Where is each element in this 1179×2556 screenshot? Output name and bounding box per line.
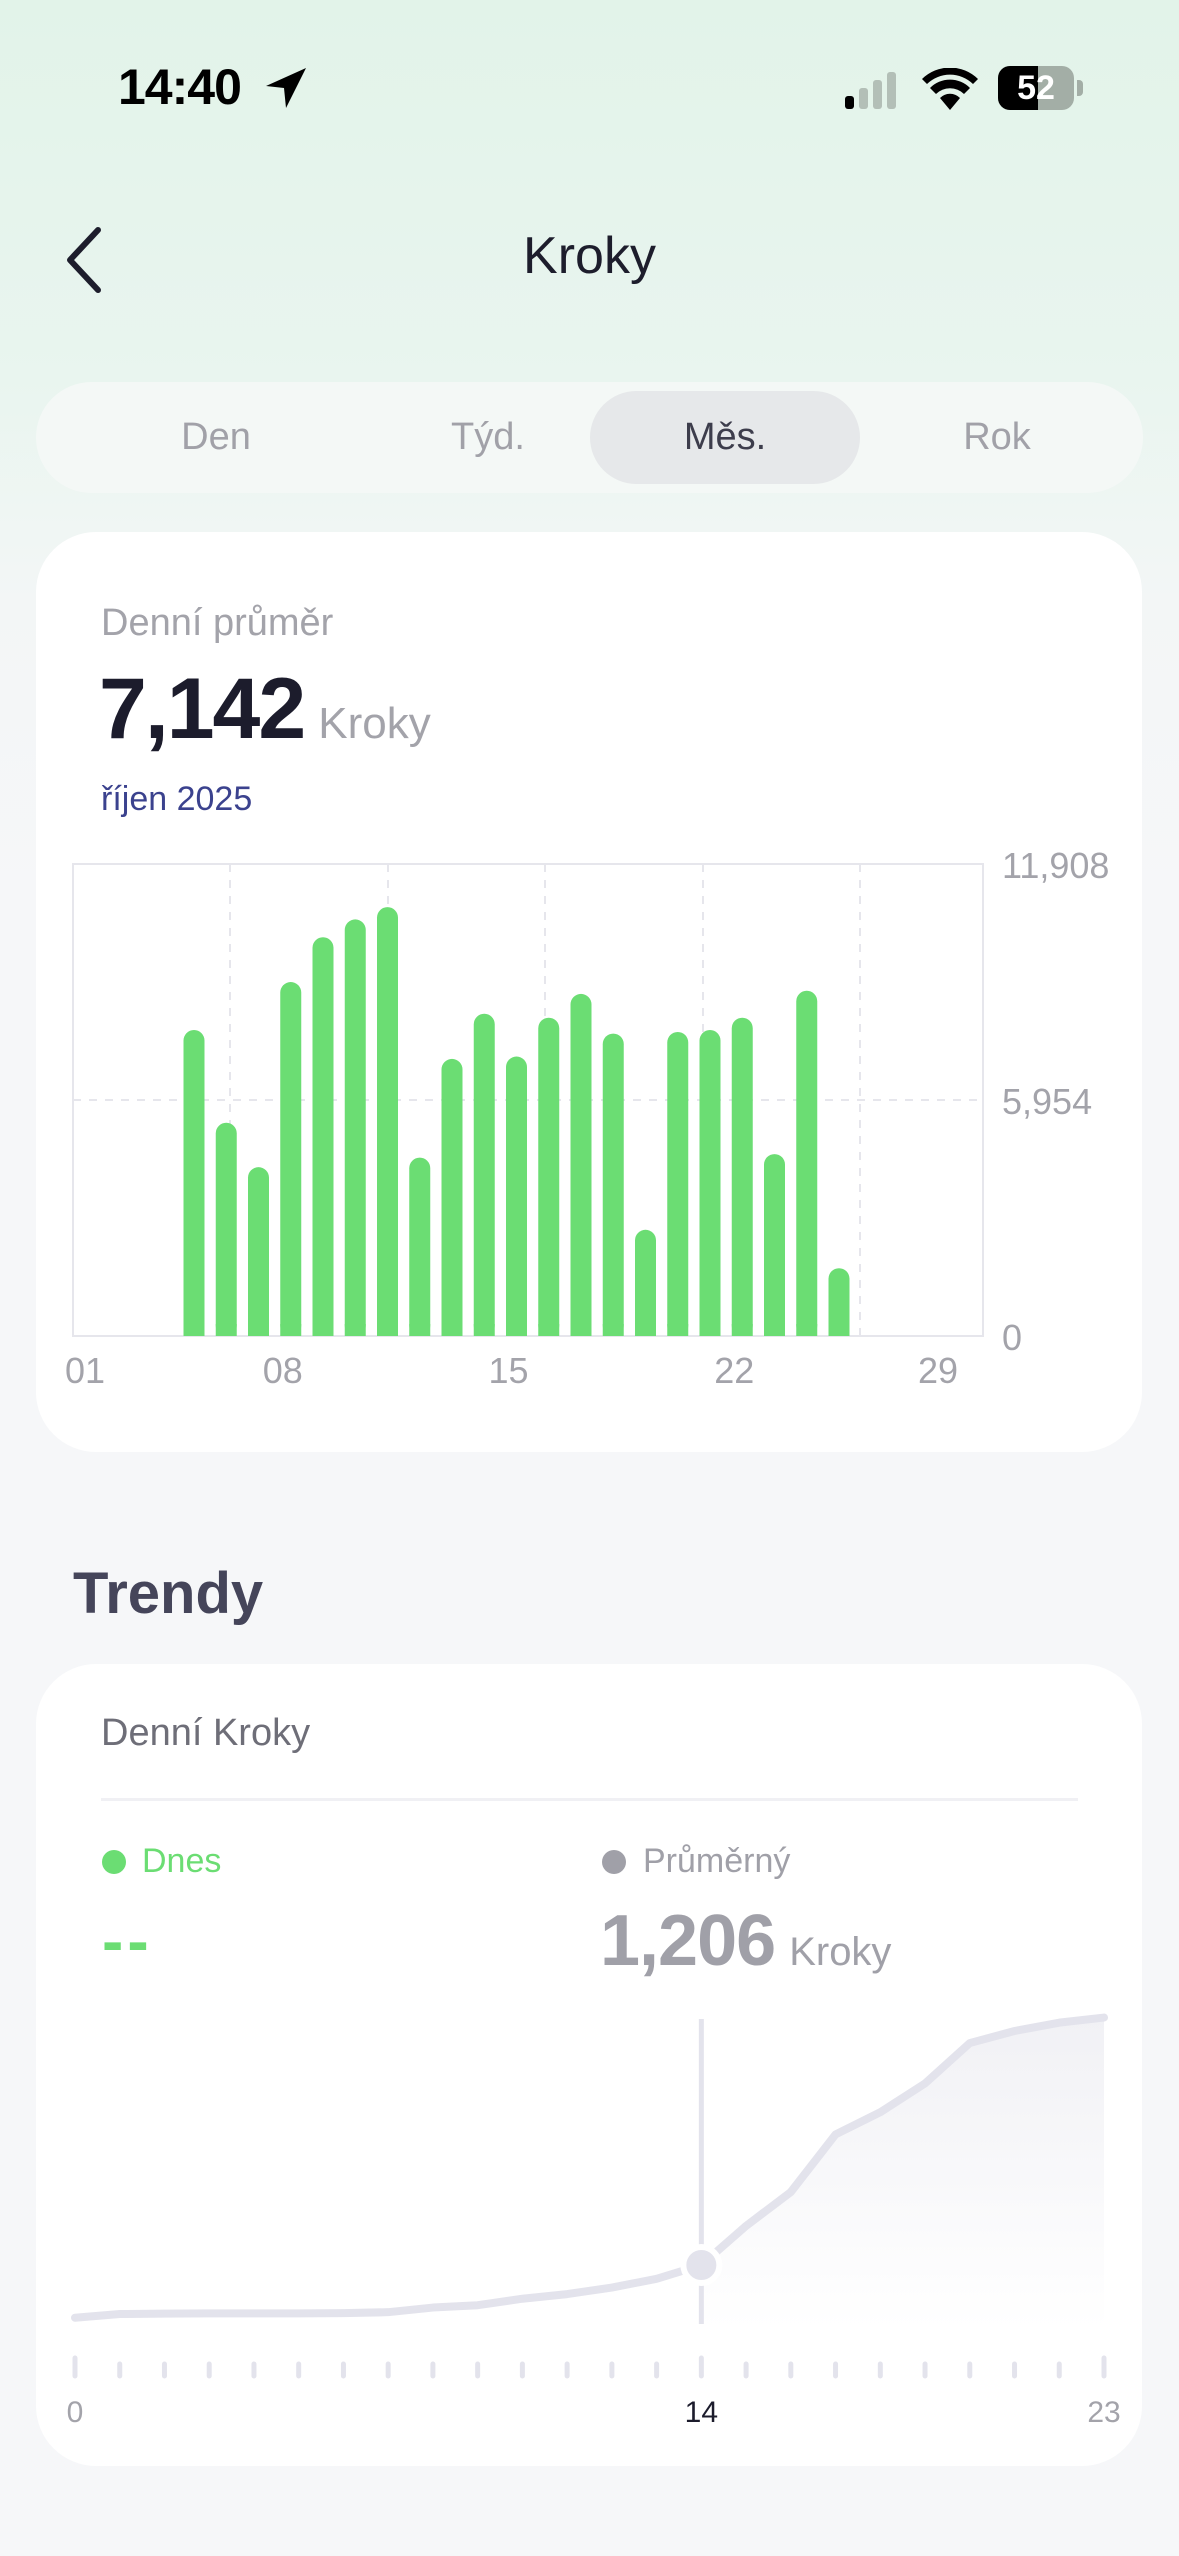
chevron-left-icon	[67, 227, 101, 293]
bar-day-17	[570, 993, 592, 1336]
wifi-icon	[922, 68, 978, 110]
bar-base	[667, 1324, 689, 1336]
x-tick-label: 29	[918, 1350, 958, 1391]
today-value: --	[102, 1905, 153, 1977]
x-tick-label: 0	[67, 2396, 84, 2429]
bar-day-21	[699, 1030, 721, 1336]
bar-base	[764, 1324, 785, 1336]
current-hour-marker	[680, 2244, 723, 2287]
divider	[101, 1798, 1078, 1801]
battery-level: 52	[1017, 69, 1055, 107]
bar-base	[473, 1324, 495, 1336]
bar-day-8	[280, 982, 302, 1336]
y-tick-label: 11,908	[1002, 845, 1109, 886]
bar-day-7	[248, 1167, 269, 1336]
location-arrow-icon	[266, 68, 306, 108]
tab-year[interactable]: Rok	[963, 416, 1031, 458]
bar-base	[635, 1324, 656, 1336]
bar-base	[377, 1324, 398, 1336]
bar-base	[506, 1324, 527, 1336]
bar-base	[183, 1324, 205, 1336]
bar-base	[441, 1324, 463, 1336]
today-dot-icon	[102, 1850, 126, 1874]
daily-average-unit: Kroky	[318, 699, 431, 748]
period-label: říjen 2025	[101, 780, 253, 818]
bar-day-6	[215, 1122, 237, 1336]
bar-day-15	[506, 1056, 527, 1336]
bar-day-18	[602, 1033, 624, 1336]
y-tick-label: 5,954	[1002, 1081, 1092, 1122]
bar-base	[570, 1324, 592, 1336]
average-unit: Kroky	[789, 1930, 892, 1974]
tab-month[interactable]: Měs.	[590, 391, 860, 484]
daily-average-value: 7,142 Kroky	[99, 660, 431, 759]
bar-day-11	[377, 907, 398, 1336]
x-tick-label: 14	[685, 2396, 718, 2429]
trends-card-title: Denní Kroky	[101, 1712, 311, 1754]
bar-day-23	[764, 1154, 785, 1336]
daily-average-label: Denní průměr	[101, 602, 334, 644]
x-tick-label: 08	[263, 1350, 303, 1391]
signal-icon	[845, 72, 896, 109]
bar-base	[215, 1324, 237, 1336]
back-button[interactable]	[56, 222, 116, 298]
period-segmented-control: Den Týd. Měs. Rok	[36, 382, 1143, 493]
bar-day-9	[312, 937, 334, 1336]
area-fill-after-now	[701, 2017, 1104, 2329]
bar-base	[409, 1324, 431, 1336]
page-title: Kroky	[523, 227, 656, 285]
daily-average-number: 7,142	[99, 661, 306, 757]
status-time: 14:40	[118, 59, 242, 115]
bar-base	[731, 1324, 753, 1336]
bar-base	[280, 1324, 302, 1336]
y-tick-label: 0	[1002, 1317, 1022, 1358]
bar-day-5	[183, 1030, 205, 1336]
plot-frame	[72, 863, 984, 1337]
battery-icon: 52	[998, 66, 1074, 110]
bar-day-16	[538, 1017, 560, 1336]
trends-card: Denní Kroky Dnes -- Průměrný 1,206 Kroky	[36, 1664, 1142, 2466]
x-tick-label: 15	[488, 1350, 528, 1391]
hourly-steps-trend-chart[interactable]: 0 14 23	[0, 1990, 1179, 2450]
bar-base	[699, 1324, 721, 1336]
bar-day-12	[409, 1157, 431, 1336]
bar-day-20	[667, 1031, 689, 1336]
bar-base	[538, 1324, 560, 1336]
bar-base	[828, 1324, 850, 1336]
average-value: 1,206 Kroky	[600, 1900, 891, 1982]
bar-day-25	[828, 1268, 850, 1336]
tab-week[interactable]: Týd.	[451, 416, 525, 458]
bar-day-19	[635, 1229, 656, 1336]
bar-day-14	[473, 1013, 495, 1336]
bar-base	[344, 1324, 366, 1336]
bar-base	[602, 1324, 624, 1336]
x-tick-label: 01	[65, 1350, 105, 1391]
battery-cap	[1077, 80, 1083, 96]
daily-steps-bar-chart: 11,908 5,954 0 01 08 15 22 29	[65, 845, 1109, 1391]
average-label: Průměrný	[643, 1842, 791, 1880]
average-steps-line	[71, 2013, 1108, 2322]
today-label: Dnes	[142, 1842, 222, 1880]
bar-day-22	[731, 1017, 753, 1336]
average-dot-icon	[602, 1850, 626, 1874]
trends-heading: Trendy	[73, 1561, 264, 1626]
x-tick-label: 23	[1087, 2396, 1120, 2429]
x-tick-label: 22	[714, 1350, 754, 1391]
bar-base	[248, 1324, 269, 1336]
bar-base	[312, 1324, 334, 1336]
tab-day[interactable]: Den	[181, 416, 251, 458]
bar-base	[796, 1324, 818, 1336]
bar-day-13	[441, 1058, 463, 1336]
average-number: 1,206	[600, 1901, 776, 1981]
bar-day-10	[344, 919, 366, 1336]
bar-day-24	[796, 990, 818, 1336]
